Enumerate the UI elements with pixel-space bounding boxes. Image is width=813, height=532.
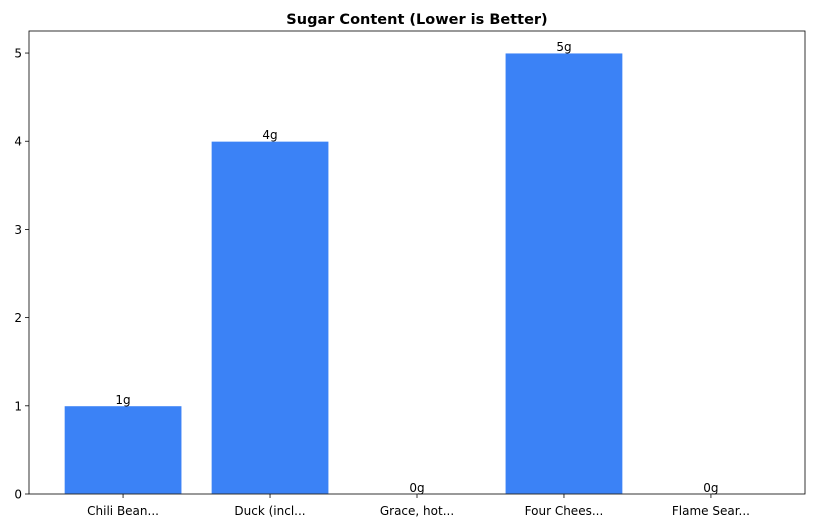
x-tick-label: Duck (incl... — [234, 504, 305, 518]
plot-frame — [28, 30, 806, 495]
data-label: 1g — [115, 393, 130, 407]
y-tick-label: 3 — [14, 223, 22, 237]
y-tick-label: 4 — [14, 135, 22, 149]
x-tick-label: Grace, hot... — [380, 504, 454, 518]
x-tick-label: Chili Bean... — [87, 504, 159, 518]
data-label: 4g — [262, 128, 277, 142]
y-tick-label: 2 — [14, 311, 22, 325]
data-label: 0g — [409, 481, 424, 495]
bar — [210, 140, 330, 495]
y-tick-label: 1 — [14, 399, 22, 413]
data-label: 5g — [556, 40, 571, 54]
y-tick-label: 0 — [14, 488, 22, 502]
bar — [63, 405, 183, 495]
chart-title: Sugar Content (Lower is Better) — [286, 12, 547, 28]
x-tick-label: Flame Sear... — [672, 504, 750, 518]
x-tick-label: Four Chees... — [525, 504, 604, 518]
bar — [504, 52, 624, 495]
y-tick-label: 5 — [14, 47, 22, 61]
data-label: 0g — [703, 481, 718, 495]
